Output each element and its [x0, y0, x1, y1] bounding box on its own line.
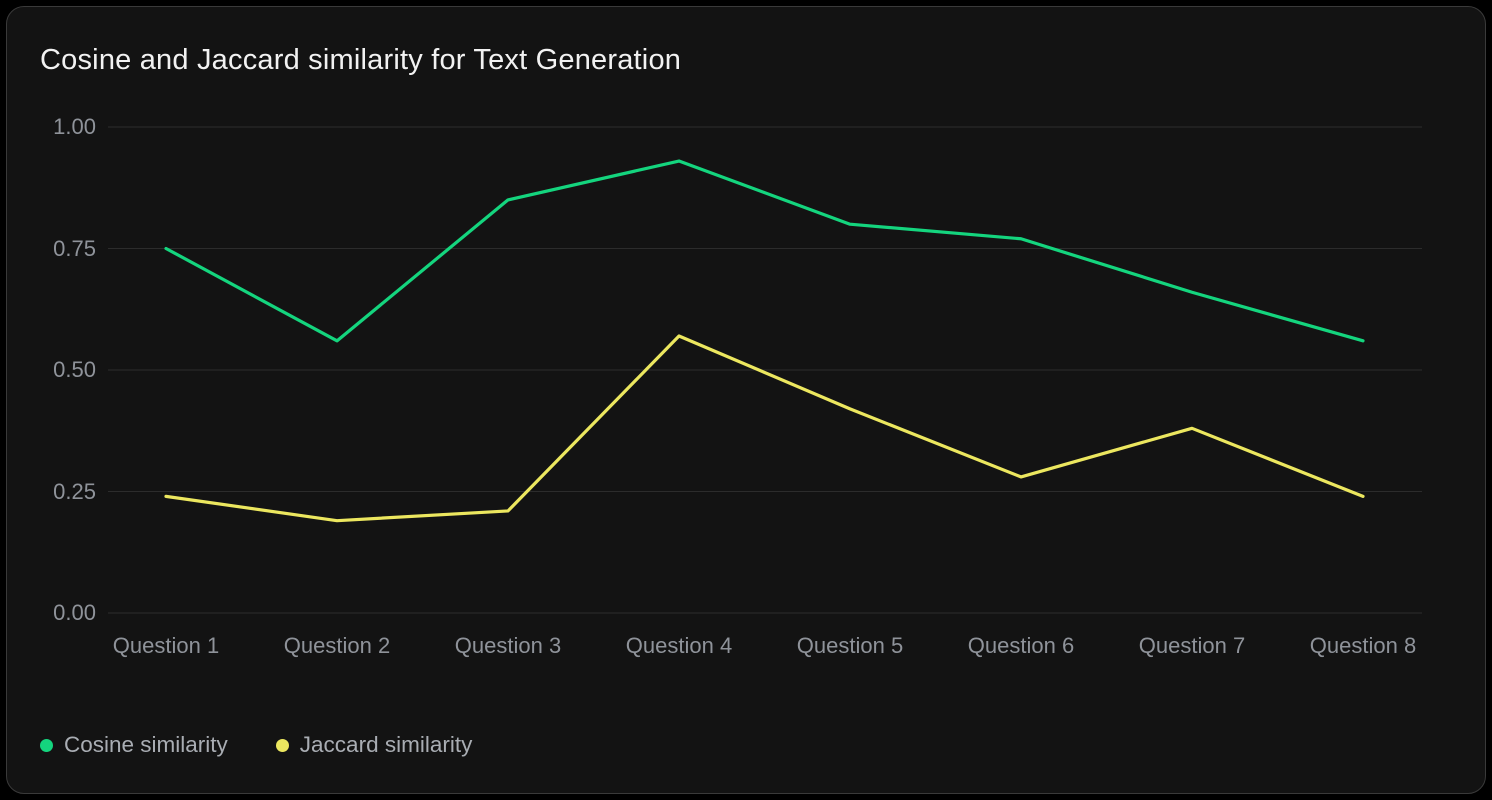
y-axis-tick-label: 0.50	[53, 357, 96, 382]
y-axis-tick-label: 0.00	[53, 600, 96, 625]
x-axis-label: Question 3	[454, 633, 562, 658]
x-axis-label: Question 5	[796, 633, 904, 658]
x-axis-label: Question 4	[625, 633, 733, 658]
cosine-similarity-line[interactable]	[164, 159, 1365, 343]
legend-item-jaccard[interactable]: Jaccard similarity	[275, 732, 473, 758]
jaccard-dot-icon	[275, 738, 289, 752]
chart-card	[6, 6, 1486, 794]
jaccard-similarity-line[interactable]	[164, 334, 1365, 523]
x-axis-label: Question 6	[967, 633, 1075, 658]
x-axis-label: Question 2	[283, 633, 391, 658]
legend: Cosine similarity Jaccard similarity	[40, 732, 472, 758]
x-axis-label: Question 7	[1138, 633, 1246, 658]
chart-title: Cosine and Jaccard similarity for Text G…	[40, 44, 682, 76]
x-axis-label: Question 8	[1309, 633, 1417, 658]
y-axis-tick-label: 0.75	[53, 235, 96, 261]
legend-label-jaccard: Jaccard similarity	[299, 732, 473, 757]
y-axis-tick-label: 1.00	[53, 114, 96, 139]
legend-item-cosine[interactable]: Cosine similarity	[40, 732, 228, 758]
cosine-dot-icon	[40, 738, 53, 752]
x-axis-label: Question 1	[112, 633, 220, 658]
y-axis-tick-label: 0.25	[53, 478, 96, 504]
legend-label-cosine: Cosine similarity	[64, 732, 228, 757]
